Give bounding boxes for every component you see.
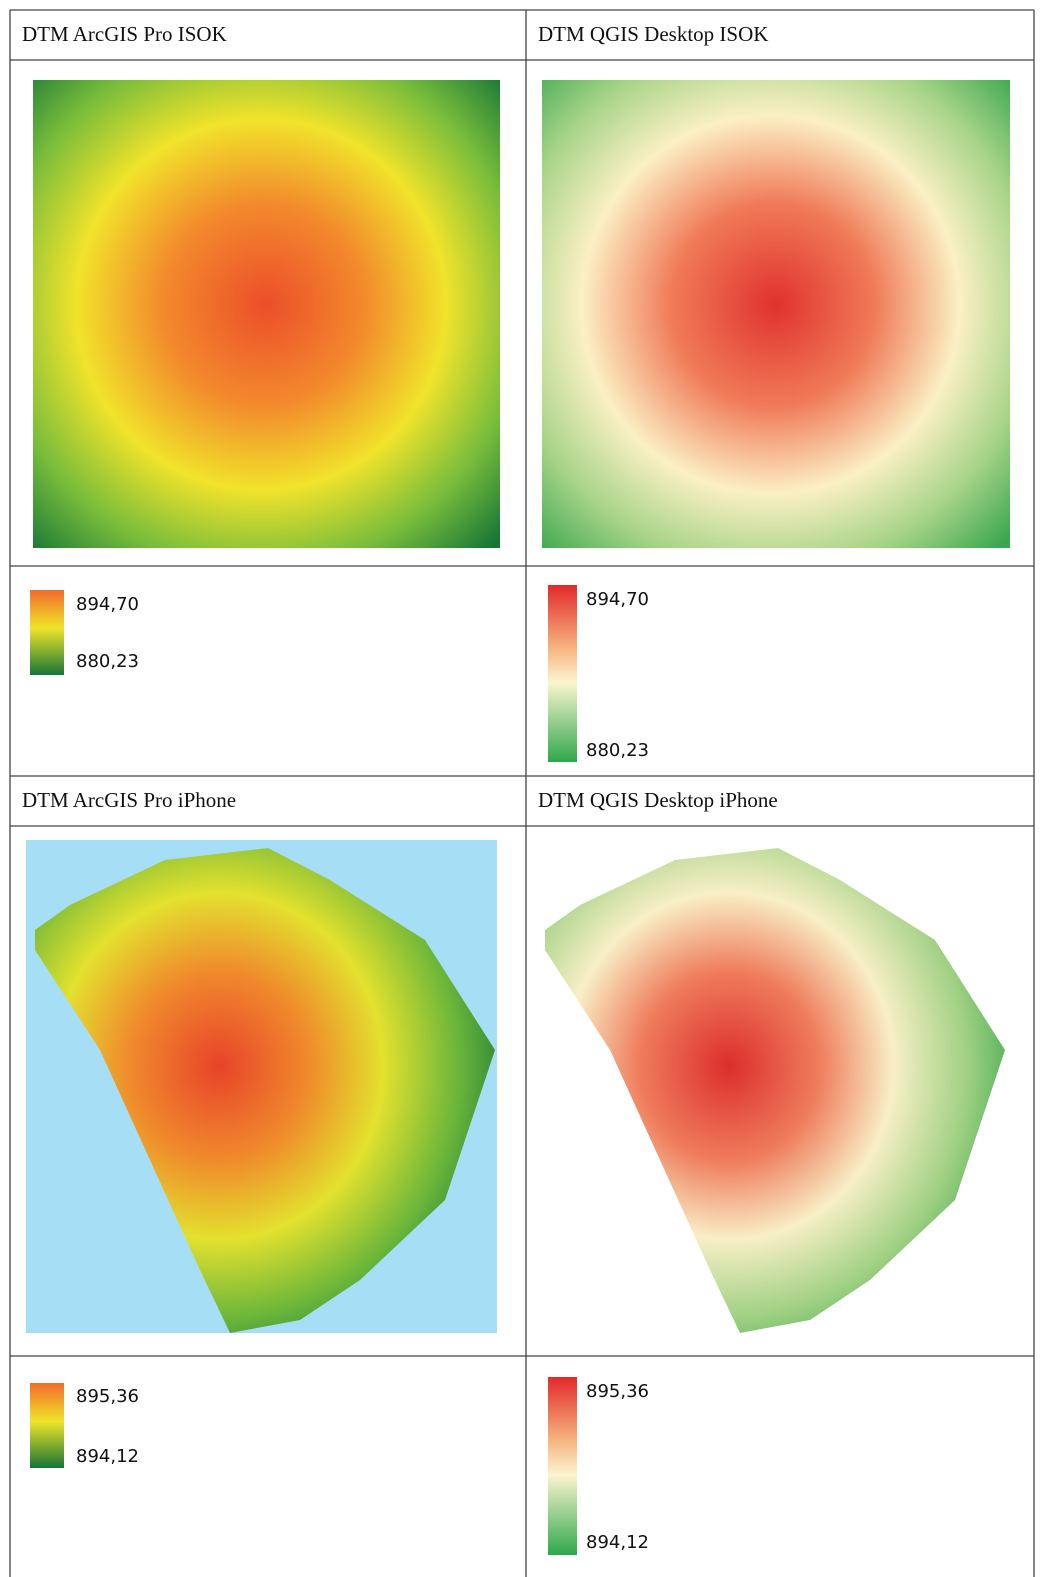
legend-min: 880,23 [76, 651, 139, 672]
cell-title: DTM ArcGIS Pro ISOK [22, 22, 227, 46]
legend-max: 894,70 [586, 589, 649, 610]
page: DTM ArcGIS Pro ISOK DTM QGIS Desktop ISO… [0, 0, 1040, 1577]
map-image [33, 80, 500, 548]
legend-max: 895,36 [586, 1381, 649, 1402]
legend-max: 895,36 [76, 1386, 139, 1407]
legend-ramp [548, 585, 577, 762]
legend-ramp [548, 1377, 577, 1555]
cell-title: DTM QGIS Desktop iPhone [538, 788, 778, 812]
map-image [545, 848, 1005, 1333]
legend-ramp [30, 590, 64, 675]
cell-title: DTM QGIS Desktop ISOK [538, 22, 768, 46]
legend-min: 880,23 [586, 740, 649, 761]
legend-min: 894,12 [76, 1446, 139, 1467]
map-image [542, 80, 1010, 548]
legend-min: 894,12 [586, 1532, 649, 1553]
legend-ramp [30, 1383, 64, 1468]
cell-title: DTM ArcGIS Pro iPhone [22, 788, 236, 812]
legend-max: 894,70 [76, 594, 139, 615]
